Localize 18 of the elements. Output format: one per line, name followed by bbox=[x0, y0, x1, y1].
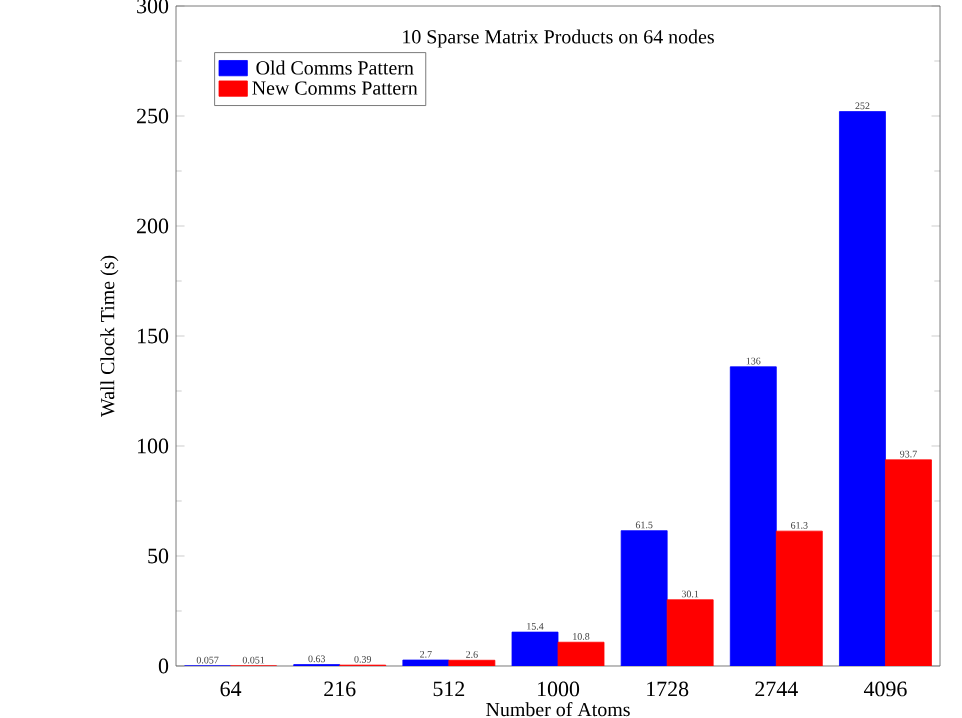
y-tick-label: 100 bbox=[138, 438, 169, 454]
y-axis-title: Wall Clock Time (s) bbox=[100, 255, 119, 417]
legend-label: Old Comms Pattern bbox=[256, 60, 414, 75]
x-axis-title: Number of Atoms bbox=[486, 702, 630, 717]
y-tick-label: 50 bbox=[148, 548, 169, 564]
x-tick-label: 1728 bbox=[647, 681, 689, 697]
x-tick-label: 2744 bbox=[755, 681, 798, 697]
text: 10 Sparse Matrix Products on 64 nodes bbox=[403, 29, 714, 48]
y-tick-label: 0 bbox=[158, 658, 169, 674]
y-tick-label: 250 bbox=[137, 108, 169, 124]
x-tick-label: 1000 bbox=[538, 681, 580, 697]
legend-label: New Comms Pattern bbox=[252, 81, 418, 95]
y-tick-label: 200 bbox=[137, 218, 169, 234]
x-tick-label: 64 bbox=[220, 681, 242, 697]
x-tick-label: 216 bbox=[324, 681, 356, 697]
x-tick-label: 4096 bbox=[863, 681, 907, 697]
x-tick-label: 512 bbox=[433, 681, 465, 697]
y-tick-label: 150 bbox=[138, 328, 169, 344]
